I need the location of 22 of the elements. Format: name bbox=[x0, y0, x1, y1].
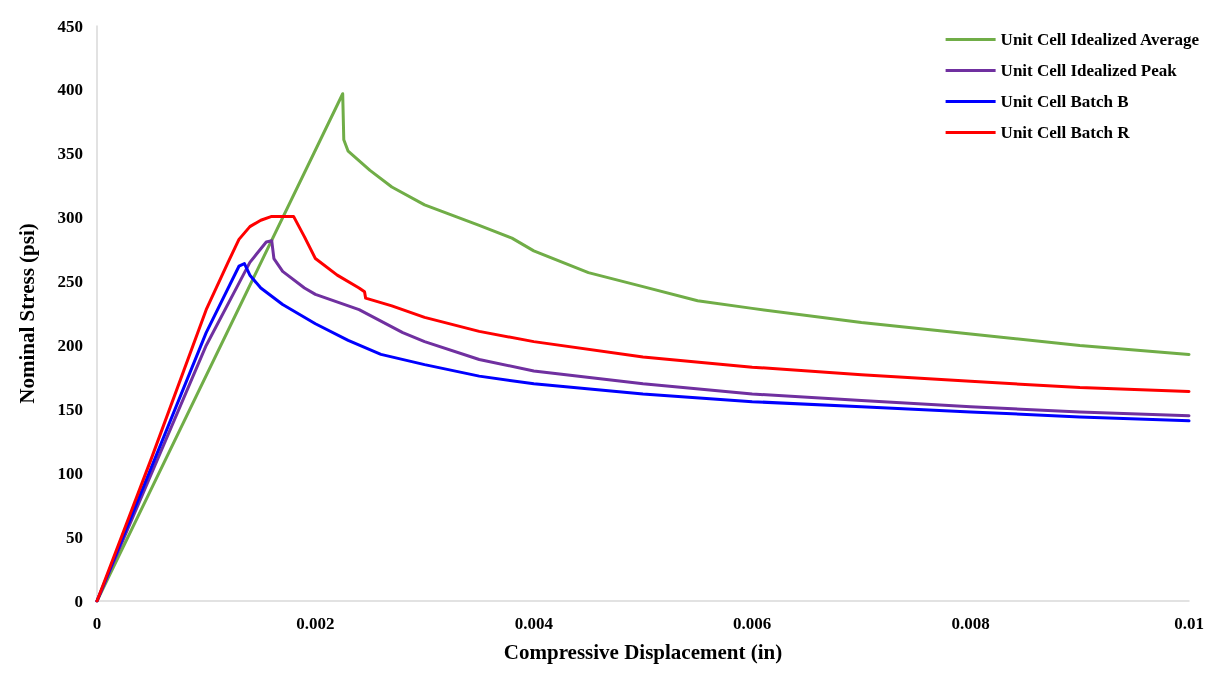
x-tick-label: 0.006 bbox=[733, 614, 772, 633]
y-tick-label: 200 bbox=[57, 335, 83, 355]
y-tick-label: 50 bbox=[66, 527, 83, 547]
y-tick-label: 300 bbox=[57, 208, 83, 228]
legend-label: Unit Cell Idealized Average bbox=[1000, 30, 1200, 49]
x-tick-label: 0.002 bbox=[296, 614, 335, 633]
legend-label: Unit Cell Idealized Peak bbox=[1000, 61, 1178, 80]
y-tick-label: 100 bbox=[57, 463, 83, 483]
x-tick-label: 0.008 bbox=[951, 614, 990, 633]
y-tick-label: 0 bbox=[74, 591, 83, 611]
x-tick-label: 0.01 bbox=[1174, 614, 1204, 633]
y-tick-label: 250 bbox=[57, 272, 83, 292]
x-axis-title: Compressive Displacement (in) bbox=[503, 639, 783, 664]
legend-label: Unit Cell Batch B bbox=[1000, 92, 1129, 111]
legend-label: Unit Cell Batch R bbox=[1000, 123, 1131, 142]
y-tick-label: 350 bbox=[57, 144, 83, 164]
x-tick-label: 0 bbox=[92, 614, 102, 633]
x-tick-label: 0.004 bbox=[514, 614, 554, 633]
y-tick-label: 400 bbox=[57, 80, 83, 100]
y-axis-title: Nominal Stress (psi) bbox=[14, 223, 39, 404]
y-tick-label: 150 bbox=[57, 399, 83, 419]
y-tick-label: 450 bbox=[57, 16, 83, 36]
